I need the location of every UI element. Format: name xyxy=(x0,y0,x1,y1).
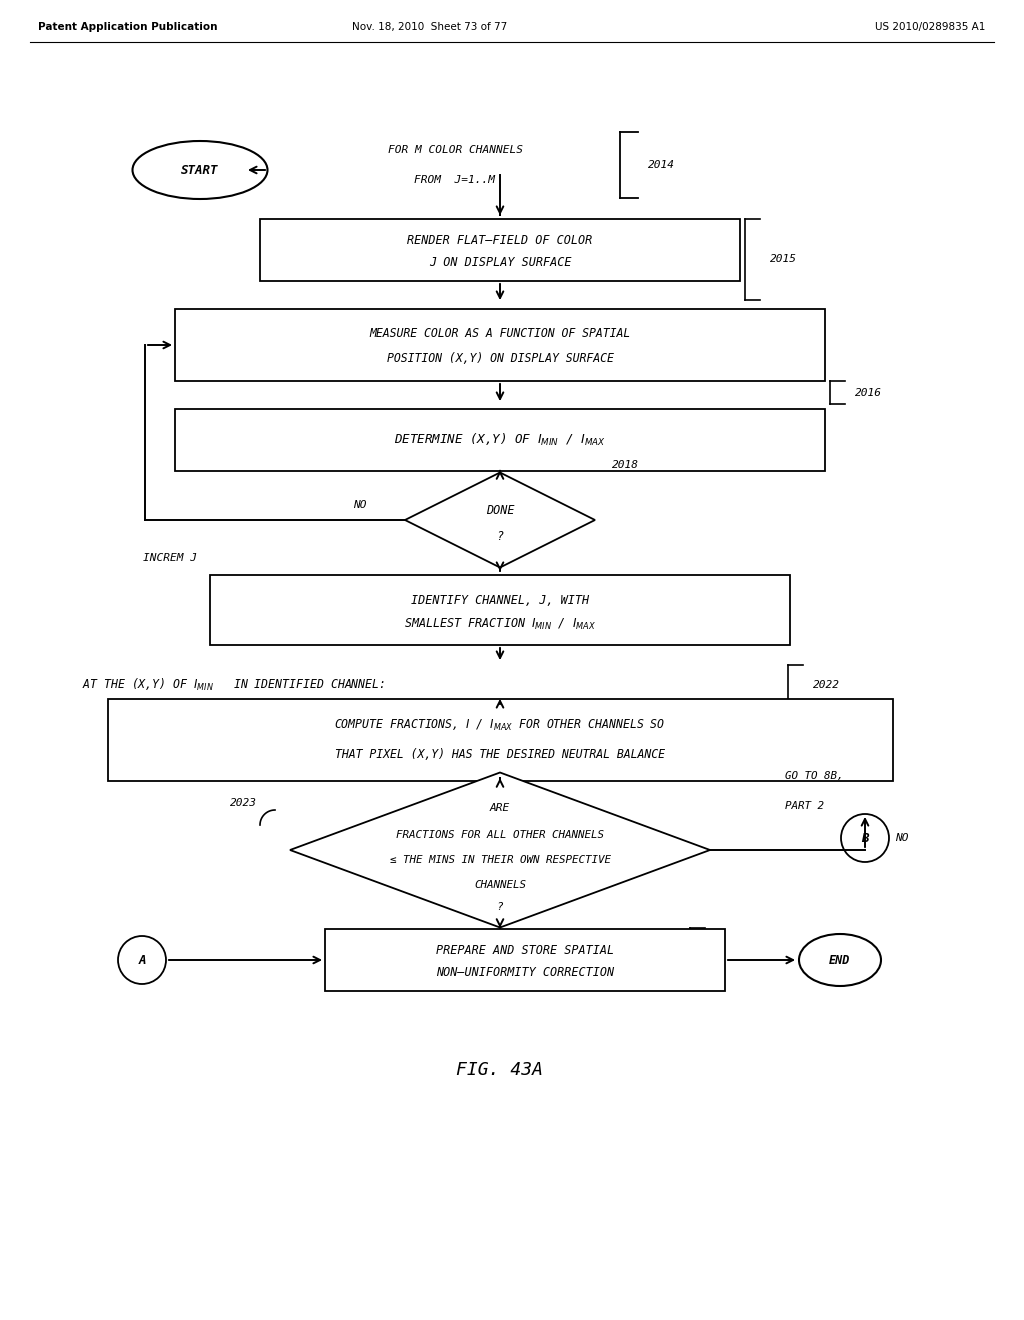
Text: ?: ? xyxy=(497,902,504,912)
Text: THAT PIXEL (X,Y) HAS THE DESIRED NEUTRAL BALANCE: THAT PIXEL (X,Y) HAS THE DESIRED NEUTRAL… xyxy=(335,748,665,762)
Text: ARE: ARE xyxy=(489,803,510,813)
Ellipse shape xyxy=(132,141,267,199)
Text: J ON DISPLAY SURFACE: J ON DISPLAY SURFACE xyxy=(429,256,571,268)
FancyBboxPatch shape xyxy=(210,576,790,645)
Ellipse shape xyxy=(799,935,881,986)
Text: NO: NO xyxy=(353,500,367,510)
Text: FOR M COLOR CHANNELS: FOR M COLOR CHANNELS xyxy=(387,145,522,154)
Text: Patent Application Publication: Patent Application Publication xyxy=(38,22,217,32)
Text: ?: ? xyxy=(497,531,504,544)
Text: FROM  J=1..M: FROM J=1..M xyxy=(415,176,496,185)
Text: NON–UNIFORMITY CORRECTION: NON–UNIFORMITY CORRECTION xyxy=(436,966,614,979)
Text: MEASURE COLOR AS A FUNCTION OF SPATIAL: MEASURE COLOR AS A FUNCTION OF SPATIAL xyxy=(370,326,631,339)
Text: 2014: 2014 xyxy=(648,160,675,170)
Polygon shape xyxy=(290,772,710,928)
Text: ≤ THE MINS IN THEIR OWN RESPECTIVE: ≤ THE MINS IN THEIR OWN RESPECTIVE xyxy=(389,855,610,865)
Text: 2016: 2016 xyxy=(855,388,882,397)
FancyBboxPatch shape xyxy=(175,309,825,381)
Text: POSITION (X,Y) ON DISPLAY SURFACE: POSITION (X,Y) ON DISPLAY SURFACE xyxy=(387,352,613,366)
Text: CHANNELS: CHANNELS xyxy=(474,880,526,890)
Text: 2023: 2023 xyxy=(230,799,257,808)
Text: RENDER FLAT–FIELD OF COLOR: RENDER FLAT–FIELD OF COLOR xyxy=(408,234,593,247)
Circle shape xyxy=(118,936,166,983)
Circle shape xyxy=(841,814,889,862)
Text: AT THE (X,Y) OF $\mathit{I}_{MIN}$   IN IDENTIFIED CHANNEL:: AT THE (X,Y) OF $\mathit{I}_{MIN}$ IN ID… xyxy=(82,677,385,693)
Text: Nov. 18, 2010  Sheet 73 of 77: Nov. 18, 2010 Sheet 73 of 77 xyxy=(352,22,508,32)
Text: DONE: DONE xyxy=(485,503,514,516)
FancyBboxPatch shape xyxy=(260,219,740,281)
Text: B: B xyxy=(861,832,868,845)
Text: 2020: 2020 xyxy=(515,599,542,610)
Text: 2022: 2022 xyxy=(813,680,840,690)
Text: YES: YES xyxy=(515,579,536,590)
Text: INCREM J: INCREM J xyxy=(143,553,197,564)
Text: YES: YES xyxy=(515,940,536,949)
Text: NO: NO xyxy=(895,833,908,843)
FancyBboxPatch shape xyxy=(108,700,893,781)
Text: END: END xyxy=(829,953,851,966)
FancyBboxPatch shape xyxy=(325,929,725,991)
Text: COMPUTE FRACTIONS, $\mathit{I}$ / $\mathit{I}_{MAX}$ FOR OTHER CHANNELS SO: COMPUTE FRACTIONS, $\mathit{I}$ / $\math… xyxy=(335,718,666,733)
Text: FRACTIONS FOR ALL OTHER CHANNELS: FRACTIONS FOR ALL OTHER CHANNELS xyxy=(396,830,604,840)
Text: DETERMINE (X,Y) OF $\mathit{I}_{MIN}$ / $\mathit{I}_{MAX}$: DETERMINE (X,Y) OF $\mathit{I}_{MIN}$ / … xyxy=(394,432,606,447)
Text: FIG. 43A: FIG. 43A xyxy=(457,1061,544,1078)
Text: PART 2: PART 2 xyxy=(785,801,824,810)
Text: IDENTIFY CHANNEL, J, WITH: IDENTIFY CHANNEL, J, WITH xyxy=(411,594,589,606)
Text: 2015: 2015 xyxy=(770,255,797,264)
Polygon shape xyxy=(406,473,595,568)
FancyBboxPatch shape xyxy=(175,409,825,471)
Text: START: START xyxy=(181,164,219,177)
Text: A: A xyxy=(138,953,145,966)
Text: PREPARE AND STORE SPATIAL: PREPARE AND STORE SPATIAL xyxy=(436,944,614,957)
Text: 2024: 2024 xyxy=(545,960,572,969)
Text: GO TO 8B,: GO TO 8B, xyxy=(785,771,844,781)
Text: SMALLEST FRACTION $\mathit{I}_{MIN}$ / $\mathit{I}_{MAX}$: SMALLEST FRACTION $\mathit{I}_{MIN}$ / $… xyxy=(404,616,596,631)
Text: US 2010/0289835 A1: US 2010/0289835 A1 xyxy=(874,22,985,32)
Text: 2018: 2018 xyxy=(612,461,639,470)
